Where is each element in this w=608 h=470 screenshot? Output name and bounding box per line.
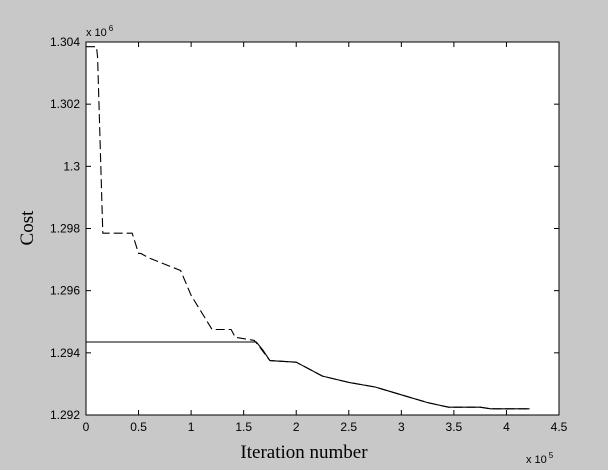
y-tick-label: 1.296 <box>50 284 80 298</box>
x-tick-label: 0 <box>83 420 90 434</box>
plot-frame <box>85 41 560 416</box>
y-tick-label: 1.3 <box>63 159 80 173</box>
series-line-solid <box>86 341 530 410</box>
x-tick-labels: 0 0.5 1 1.5 2 2.5 3 3.5 4 4.5 <box>83 420 568 434</box>
x-tick-label: 3 <box>398 420 405 434</box>
x-tick-label: 0.5 <box>130 420 147 434</box>
x-tick-label: 2 <box>293 420 300 434</box>
x-axis-label: Iteration number <box>240 442 368 463</box>
y-tick-label: 1.304 <box>50 35 80 49</box>
x-multiplier-exponent: 5 <box>549 451 554 460</box>
x-tick-label: 4.5 <box>551 420 568 434</box>
x-tick-label: 2.5 <box>340 420 357 434</box>
tick-marks <box>85 41 560 416</box>
x-tick-label: 1.5 <box>235 420 252 434</box>
y-tick-label: 1.294 <box>50 346 80 360</box>
x-tick-label: 4 <box>503 420 510 434</box>
series-lines <box>86 46 530 410</box>
y-multiplier-label: x 10 6 <box>86 24 114 39</box>
x-tick-label: 3.5 <box>446 420 463 434</box>
y-tick-label: 1.292 <box>50 408 80 422</box>
x-tick-label: 1 <box>188 420 195 434</box>
y-tick-label: 1.302 <box>50 97 80 111</box>
y-multiplier-exponent: 6 <box>109 24 114 33</box>
plot-area <box>86 42 559 415</box>
y-tick-label: 1.298 <box>50 222 80 236</box>
x-multiplier-label: x 10 5 <box>526 451 554 466</box>
y-tick-labels: 1.292 1.294 1.296 1.298 1.3 1.302 1.304 <box>50 35 80 422</box>
y-axis-label: Cost <box>17 210 38 246</box>
